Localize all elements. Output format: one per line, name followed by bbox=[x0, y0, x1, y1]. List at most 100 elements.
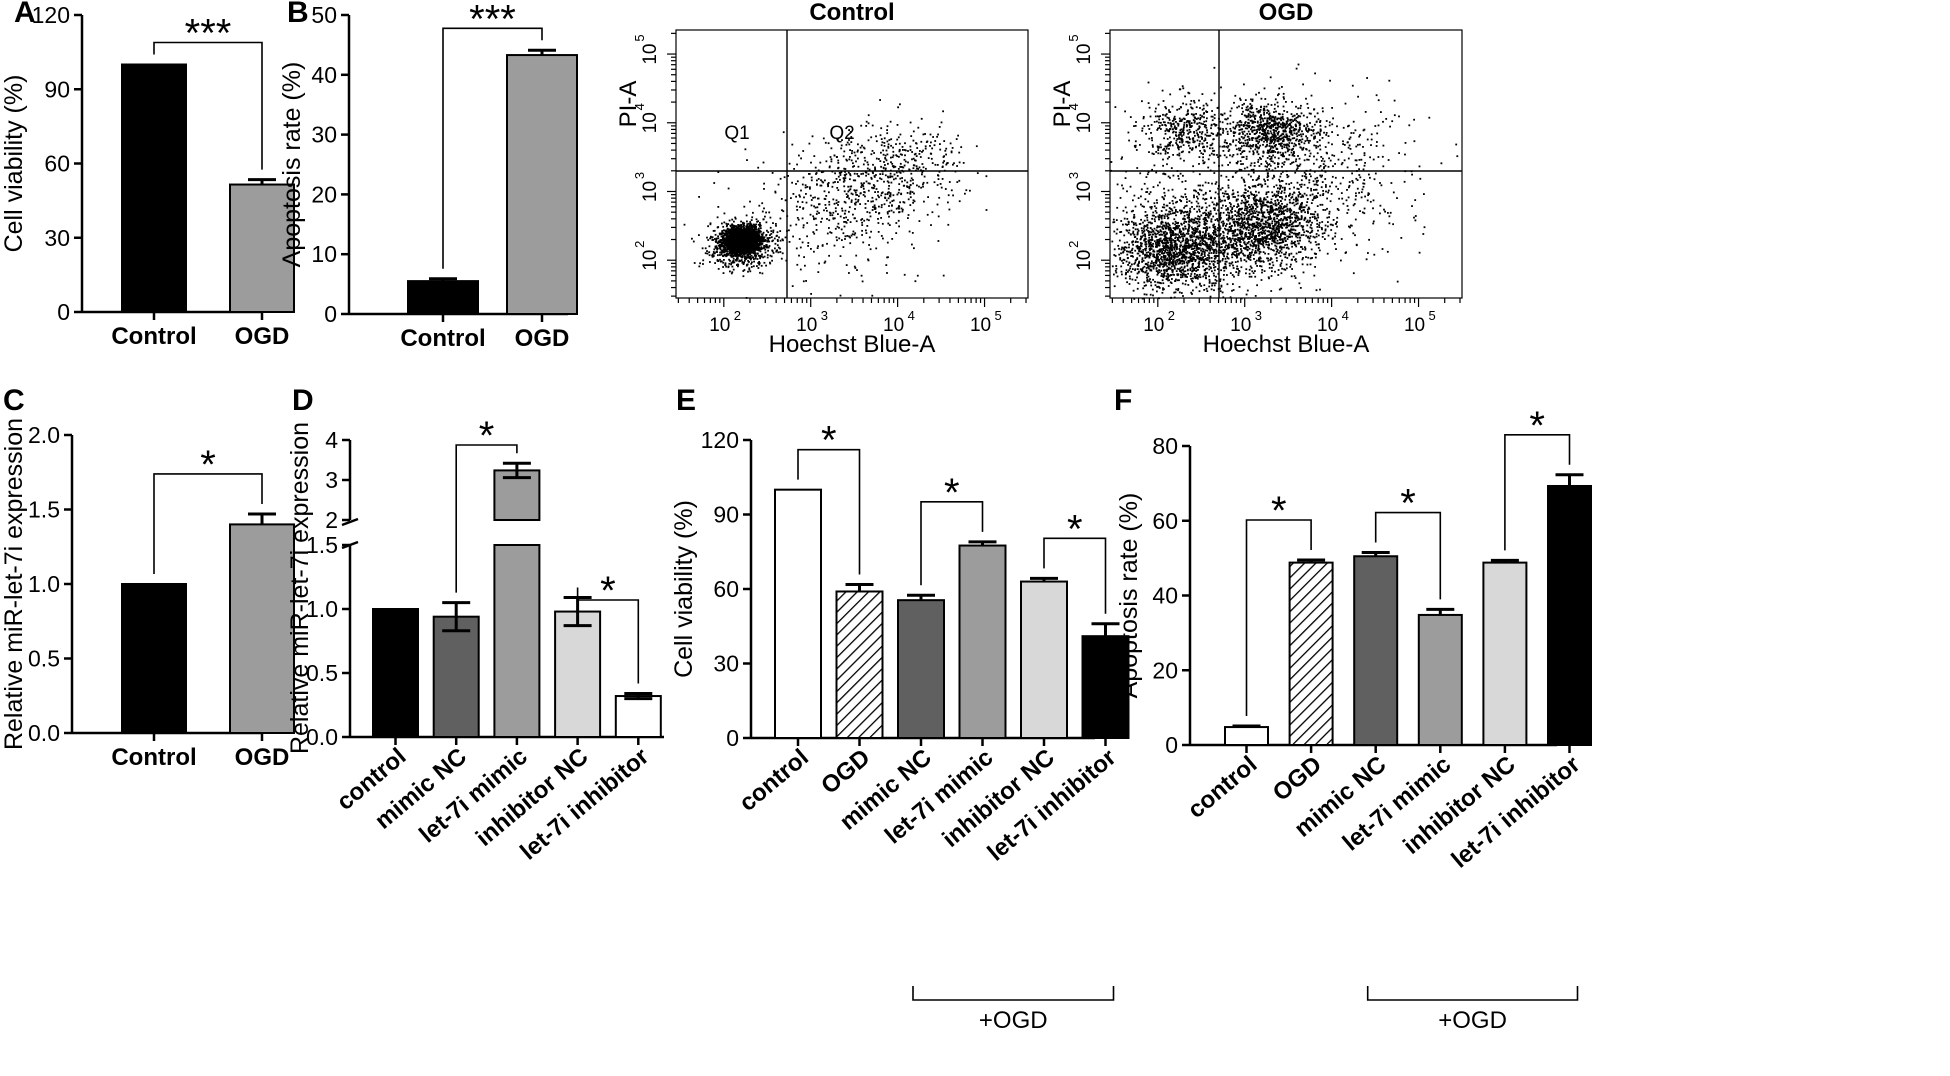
scatter-point bbox=[1160, 256, 1163, 258]
scatter-point bbox=[726, 245, 728, 248]
scatter-point bbox=[1191, 264, 1194, 267]
scatter-point bbox=[747, 243, 750, 246]
x-tick-label: 10 bbox=[970, 315, 991, 336]
scatter-point bbox=[723, 221, 726, 224]
scatter-point bbox=[1193, 269, 1196, 272]
scatter-point bbox=[743, 239, 745, 242]
scatter-point bbox=[740, 253, 743, 255]
scatter-point bbox=[922, 166, 925, 169]
scatter-point bbox=[1185, 204, 1188, 207]
scatter-point bbox=[748, 256, 751, 258]
scatter-point bbox=[724, 250, 727, 253]
scatter-point bbox=[881, 173, 884, 175]
scatter-point bbox=[910, 135, 913, 137]
scatter-point bbox=[1175, 288, 1178, 291]
scatter-point bbox=[985, 209, 988, 211]
scatter-point bbox=[1160, 269, 1163, 272]
scatter-point bbox=[819, 161, 822, 164]
scatter-point bbox=[771, 240, 774, 243]
scatter-point bbox=[763, 207, 765, 210]
scatter-point bbox=[740, 227, 743, 230]
scatter-point bbox=[1188, 260, 1191, 263]
scatter-point bbox=[931, 162, 934, 164]
scatter-point bbox=[865, 229, 867, 232]
scatter-point bbox=[1120, 252, 1122, 255]
scatter-point bbox=[913, 209, 915, 212]
scatter-point bbox=[1131, 278, 1134, 281]
scatter-point bbox=[870, 153, 873, 156]
scatter-point bbox=[904, 149, 907, 152]
scatter-point bbox=[920, 169, 922, 172]
scatter-point bbox=[909, 145, 912, 148]
scatter-point bbox=[751, 246, 754, 249]
scatter-point bbox=[852, 213, 854, 216]
scatter-point bbox=[976, 172, 979, 174]
scatter-point bbox=[1161, 279, 1164, 282]
scatter-point bbox=[947, 201, 949, 204]
scatter-point bbox=[724, 244, 726, 247]
scatter-point bbox=[1172, 227, 1175, 229]
scatter-point bbox=[1181, 274, 1184, 277]
scatter-point bbox=[810, 248, 812, 250]
scatter-point bbox=[1242, 252, 1244, 255]
scatter-point bbox=[1135, 224, 1138, 227]
scatter-point bbox=[1136, 228, 1139, 231]
scatter-point bbox=[775, 250, 778, 253]
scatter-point bbox=[1184, 258, 1187, 261]
scatter-point bbox=[1136, 276, 1138, 279]
scatter-point bbox=[867, 259, 870, 262]
scatter-point bbox=[1143, 224, 1146, 227]
significance-bracket bbox=[153, 41, 263, 170]
scatter-point bbox=[751, 224, 754, 227]
scatter-point bbox=[1144, 234, 1146, 236]
scatter-point bbox=[719, 233, 721, 236]
scatter-point bbox=[731, 224, 734, 227]
scatter-point bbox=[1138, 261, 1140, 264]
scatter-point bbox=[743, 253, 746, 256]
scatter-point bbox=[897, 168, 900, 170]
scatter-point bbox=[1153, 205, 1156, 208]
scatter-point bbox=[753, 223, 755, 226]
scatter-point bbox=[1200, 244, 1202, 247]
scatter-point bbox=[772, 252, 775, 254]
scatter-point bbox=[874, 166, 876, 169]
scatter-point bbox=[1216, 218, 1218, 220]
scatter-point bbox=[1195, 235, 1198, 238]
scatter-point bbox=[1144, 198, 1147, 201]
scatter-point bbox=[788, 162, 791, 165]
scatter-point bbox=[1177, 237, 1179, 239]
scatter-point bbox=[932, 136, 934, 138]
y-axis-label: Apoptosis rate (%) bbox=[278, 62, 306, 268]
scatter-point bbox=[853, 151, 856, 154]
scatter-point bbox=[896, 175, 899, 177]
scatter-point bbox=[1141, 242, 1143, 245]
scatter-point bbox=[899, 166, 902, 168]
scatter-point bbox=[898, 207, 900, 210]
scatter-point bbox=[890, 161, 892, 164]
scatter-point bbox=[1190, 255, 1193, 257]
x-tick-exponent: 3 bbox=[821, 308, 828, 323]
scatter-point bbox=[918, 185, 920, 188]
scatter-point bbox=[949, 142, 952, 145]
scatter-point bbox=[1182, 253, 1184, 256]
scatter-point bbox=[1205, 230, 1207, 232]
scatter-point bbox=[1122, 258, 1125, 261]
scatter-point bbox=[850, 159, 853, 162]
scatter-point bbox=[826, 218, 828, 220]
scatter-point bbox=[1126, 281, 1128, 284]
scatter-point bbox=[1214, 248, 1217, 251]
scatter-point bbox=[1140, 269, 1143, 272]
scatter-point bbox=[853, 172, 856, 175]
scatter-point bbox=[1205, 234, 1207, 237]
scatter-point bbox=[1138, 254, 1141, 257]
scatter-point bbox=[958, 151, 961, 154]
scatter-point bbox=[1197, 264, 1200, 267]
scatter-point bbox=[842, 232, 845, 235]
scatter-point bbox=[798, 254, 800, 257]
scatter-point bbox=[1196, 222, 1199, 225]
scatter-point bbox=[1136, 287, 1139, 290]
scatter-point bbox=[1152, 230, 1155, 232]
scatter-point bbox=[730, 243, 732, 246]
scatter-point bbox=[1209, 249, 1211, 252]
scatter-point bbox=[1163, 203, 1165, 206]
